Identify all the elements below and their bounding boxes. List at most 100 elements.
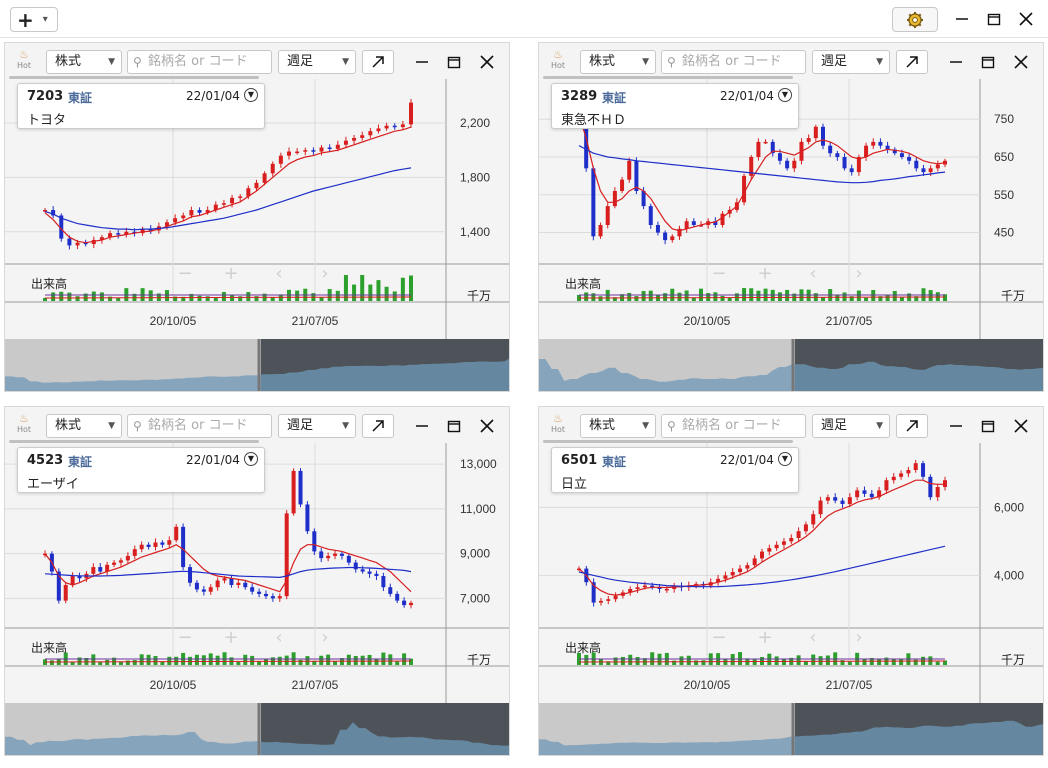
scroll-left-button[interactable]: ‹ bbox=[809, 263, 817, 284]
stock-code: 6501 bbox=[561, 453, 598, 468]
panel-scrollbar[interactable] bbox=[9, 440, 259, 443]
candle-body bbox=[684, 221, 689, 229]
candle-body bbox=[112, 562, 117, 565]
candle-body bbox=[821, 126, 825, 146]
period-select[interactable]: 週足 ▼ bbox=[278, 50, 356, 74]
search-icon: ⚲ bbox=[667, 55, 676, 69]
stock-code: 4523 bbox=[27, 453, 64, 468]
panel-scrollbar[interactable] bbox=[9, 76, 259, 79]
security-type-select[interactable]: 株式 ▼ bbox=[580, 50, 656, 74]
candle-body bbox=[928, 476, 933, 498]
candle-body bbox=[943, 480, 947, 487]
panel-maximize-button[interactable] bbox=[978, 416, 998, 436]
volume-bar bbox=[346, 654, 351, 665]
scroll-left-button[interactable]: ‹ bbox=[809, 627, 817, 648]
candle-body bbox=[270, 596, 275, 599]
candle-body bbox=[612, 191, 617, 207]
chevron-down-icon[interactable]: ▼ bbox=[244, 452, 258, 466]
volume-bar bbox=[326, 654, 331, 665]
panel-minimize-button[interactable] bbox=[946, 416, 966, 436]
panel-minimize-button[interactable] bbox=[412, 52, 432, 72]
open-external-button[interactable] bbox=[362, 414, 394, 438]
panel-close-button[interactable] bbox=[1011, 52, 1031, 72]
period-select[interactable]: 週足 ▼ bbox=[812, 414, 890, 438]
hot-indicator[interactable]: ♨ Hot bbox=[548, 413, 568, 439]
volume-bar bbox=[620, 656, 625, 665]
volume-bar bbox=[43, 298, 47, 301]
scroll-right-button[interactable]: › bbox=[855, 263, 863, 284]
window-close-button[interactable] bbox=[1013, 8, 1039, 30]
chevron-down-icon[interactable]: ▼ bbox=[244, 88, 258, 102]
panel-scrollbar[interactable] bbox=[543, 76, 793, 79]
open-external-button[interactable] bbox=[896, 414, 928, 438]
volume-bar bbox=[132, 660, 137, 665]
panel-scrollbar[interactable] bbox=[543, 440, 793, 443]
open-external-button[interactable] bbox=[896, 50, 928, 74]
volume-bar bbox=[677, 292, 682, 301]
zoom-out-button[interactable]: − bbox=[177, 627, 193, 648]
panel-maximize-button[interactable] bbox=[978, 52, 998, 72]
hot-indicator[interactable]: ♨ Hot bbox=[14, 413, 34, 439]
security-type-value: 株式 bbox=[55, 418, 82, 433]
minimize-icon bbox=[950, 61, 962, 63]
add-chart-button[interactable]: + ▾ bbox=[10, 7, 58, 32]
panel-close-button[interactable] bbox=[1011, 416, 1031, 436]
volume-bar bbox=[215, 655, 220, 665]
open-external-button[interactable] bbox=[362, 50, 394, 74]
zoom-in-button[interactable]: + bbox=[223, 627, 239, 648]
app-title-bar: + ▾ bbox=[0, 0, 1048, 38]
settings-button[interactable] bbox=[892, 7, 938, 32]
window-minimize-button[interactable] bbox=[949, 8, 975, 30]
volume-label: 出来高 bbox=[31, 641, 68, 655]
candle-body bbox=[250, 587, 255, 592]
panel-close-button[interactable] bbox=[477, 52, 497, 72]
candle-body bbox=[326, 555, 331, 559]
candle-body bbox=[885, 145, 890, 150]
candle-body bbox=[785, 160, 790, 169]
zoom-in-button[interactable]: + bbox=[757, 627, 773, 648]
hot-indicator[interactable]: ♨ Hot bbox=[14, 49, 34, 75]
candle-body bbox=[598, 225, 603, 237]
volume-bar bbox=[343, 275, 348, 301]
symbol-search-input[interactable]: ⚲ 銘柄名 or コード bbox=[661, 414, 806, 438]
panel-close-button[interactable] bbox=[477, 416, 497, 436]
candle-body bbox=[720, 213, 725, 225]
security-type-select[interactable]: 株式 ▼ bbox=[580, 414, 656, 438]
zoom-in-button[interactable]: + bbox=[223, 263, 239, 284]
scroll-left-button[interactable]: ‹ bbox=[275, 263, 283, 284]
panel-maximize-button[interactable] bbox=[444, 52, 464, 72]
security-type-select[interactable]: 株式 ▼ bbox=[46, 50, 122, 74]
panel-minimize-button[interactable] bbox=[412, 416, 432, 436]
symbol-search-input[interactable]: ⚲ 銘柄名 or コード bbox=[661, 50, 806, 74]
zoom-out-button[interactable]: − bbox=[711, 627, 727, 648]
volume-bar bbox=[935, 661, 940, 665]
scroll-right-button[interactable]: › bbox=[855, 627, 863, 648]
chevron-down-icon[interactable]: ▼ bbox=[778, 88, 792, 102]
volume-bar bbox=[388, 654, 393, 665]
maximize-icon bbox=[981, 56, 995, 69]
period-select[interactable]: 週足 ▼ bbox=[812, 50, 890, 74]
scroll-left-button[interactable]: ‹ bbox=[275, 627, 283, 648]
panel-maximize-button[interactable] bbox=[444, 416, 464, 436]
y-tick-label: 11,000 bbox=[460, 502, 496, 516]
zoom-out-button[interactable]: − bbox=[177, 263, 193, 284]
volume-bar bbox=[108, 296, 113, 301]
security-type-value: 株式 bbox=[55, 54, 82, 69]
security-type-select[interactable]: 株式 ▼ bbox=[46, 414, 122, 438]
symbol-search-input[interactable]: ⚲ 銘柄名 or コード bbox=[127, 50, 272, 74]
window-maximize-button[interactable] bbox=[981, 8, 1007, 30]
search-placeholder: 銘柄名 or コード bbox=[682, 418, 782, 433]
candle-body bbox=[777, 153, 782, 161]
period-select[interactable]: 週足 ▼ bbox=[278, 414, 356, 438]
zoom-in-button[interactable]: + bbox=[757, 263, 773, 284]
symbol-search-input[interactable]: ⚲ 銘柄名 or コード bbox=[127, 414, 272, 438]
zoom-out-button[interactable]: − bbox=[711, 263, 727, 284]
panel-minimize-button[interactable] bbox=[946, 52, 966, 72]
chevron-down-icon[interactable]: ▼ bbox=[778, 452, 792, 466]
quote-date: 22/01/04 bbox=[720, 453, 774, 467]
hot-indicator[interactable]: ♨ Hot bbox=[548, 49, 568, 75]
moving-average-line-short bbox=[44, 126, 412, 244]
scroll-right-button[interactable]: › bbox=[321, 263, 329, 284]
y-tick-label: 6,000 bbox=[994, 500, 1024, 514]
scroll-right-button[interactable]: › bbox=[321, 627, 329, 648]
